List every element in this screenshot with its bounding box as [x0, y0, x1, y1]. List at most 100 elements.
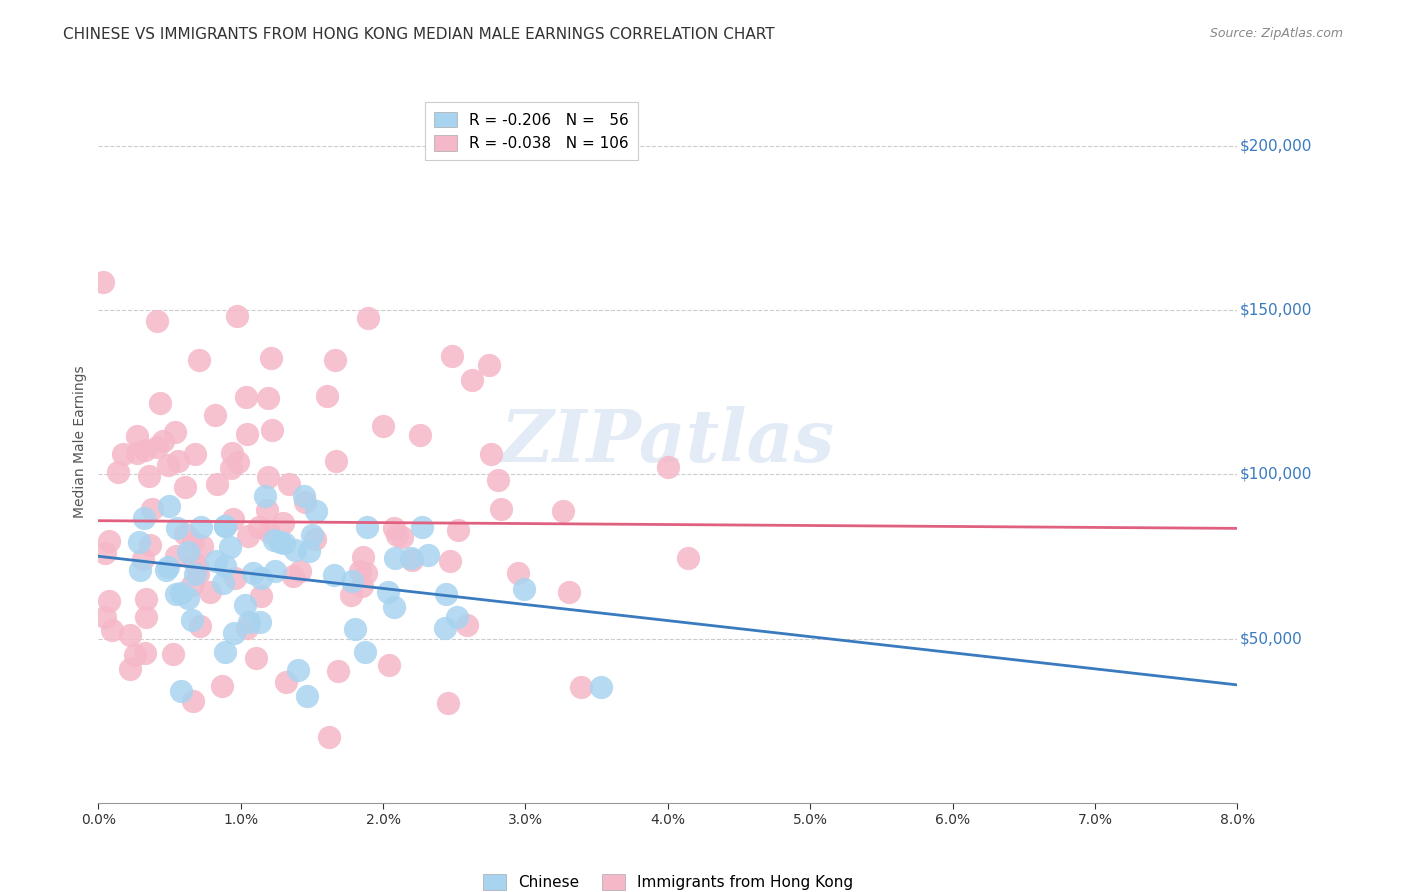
Text: CHINESE VS IMMIGRANTS FROM HONG KONG MEDIAN MALE EARNINGS CORRELATION CHART: CHINESE VS IMMIGRANTS FROM HONG KONG MED…	[63, 27, 775, 42]
Point	[91, 276, 114, 290]
Point	[439, 554, 461, 568]
Point	[401, 553, 423, 567]
Point	[214, 519, 236, 533]
Point	[409, 427, 432, 442]
Point	[135, 591, 157, 606]
Legend: Chinese, Immigrants from Hong Kong: Chinese, Immigrants from Hong Kong	[477, 868, 859, 892]
Point	[287, 664, 309, 678]
Point	[254, 489, 277, 503]
Point	[478, 358, 501, 372]
Y-axis label: Median Male Earnings: Median Male Earnings	[73, 365, 87, 518]
Point	[219, 540, 242, 554]
Point	[149, 396, 172, 410]
Point	[461, 373, 484, 387]
Point	[508, 566, 530, 581]
Point	[257, 391, 280, 405]
Point	[249, 589, 271, 603]
Point	[198, 584, 221, 599]
Point	[569, 680, 592, 694]
Point	[678, 551, 700, 566]
Point	[352, 549, 374, 564]
Point	[177, 591, 200, 605]
Point	[456, 618, 478, 632]
Point	[349, 564, 371, 578]
Point	[124, 648, 146, 662]
Point	[191, 539, 214, 553]
Point	[146, 440, 169, 454]
Point	[187, 567, 209, 582]
Point	[221, 446, 243, 460]
Point	[378, 658, 401, 673]
Point	[165, 587, 187, 601]
Point	[167, 454, 190, 468]
Point	[657, 459, 679, 474]
Point	[256, 470, 278, 484]
Point	[274, 675, 297, 690]
Point	[340, 589, 363, 603]
Point	[184, 566, 207, 581]
Point	[127, 428, 149, 442]
Point	[382, 521, 405, 535]
Point	[290, 565, 312, 579]
Point	[387, 528, 409, 542]
Point	[489, 501, 512, 516]
Point	[411, 520, 433, 534]
Point	[238, 615, 260, 630]
Point	[118, 628, 141, 642]
Point	[183, 534, 205, 549]
Point	[242, 566, 264, 581]
Point	[214, 645, 236, 659]
Point	[211, 679, 233, 693]
Point	[214, 558, 236, 573]
Point	[295, 690, 318, 704]
Point	[263, 533, 285, 547]
Point	[418, 548, 440, 562]
Point	[173, 527, 195, 541]
Point	[262, 424, 284, 438]
Point	[382, 599, 405, 614]
Point	[260, 351, 283, 365]
Point	[284, 542, 307, 557]
Point	[558, 585, 581, 599]
Point	[247, 520, 270, 534]
Text: $100,000: $100,000	[1240, 467, 1312, 482]
Point	[298, 544, 321, 558]
Point	[256, 503, 278, 517]
Point	[155, 563, 177, 577]
Point	[325, 454, 347, 468]
Text: ZIPatlas: ZIPatlas	[501, 406, 835, 477]
Point	[120, 662, 142, 676]
Point	[205, 476, 228, 491]
Point	[323, 568, 346, 582]
Point	[446, 609, 468, 624]
Text: $150,000: $150,000	[1240, 302, 1312, 318]
Point	[177, 545, 200, 559]
Point	[384, 551, 406, 566]
Point	[316, 389, 339, 403]
Point	[225, 310, 247, 324]
Point	[591, 680, 613, 694]
Point	[186, 558, 208, 573]
Point	[551, 504, 574, 518]
Point	[214, 518, 236, 533]
Point	[224, 571, 246, 585]
Point	[257, 524, 280, 539]
Point	[301, 528, 323, 542]
Point	[434, 587, 457, 601]
Point	[281, 569, 304, 583]
Point	[166, 521, 188, 535]
Point	[138, 469, 160, 483]
Point	[245, 650, 267, 665]
Point	[134, 443, 156, 458]
Point	[437, 696, 460, 710]
Point	[226, 455, 249, 469]
Point	[190, 520, 212, 534]
Point	[129, 563, 152, 577]
Point	[222, 511, 245, 525]
Point	[181, 613, 204, 627]
Point	[328, 664, 350, 678]
Point	[107, 465, 129, 479]
Point	[93, 610, 115, 624]
Point	[157, 499, 180, 513]
Text: $200,000: $200,000	[1240, 138, 1312, 153]
